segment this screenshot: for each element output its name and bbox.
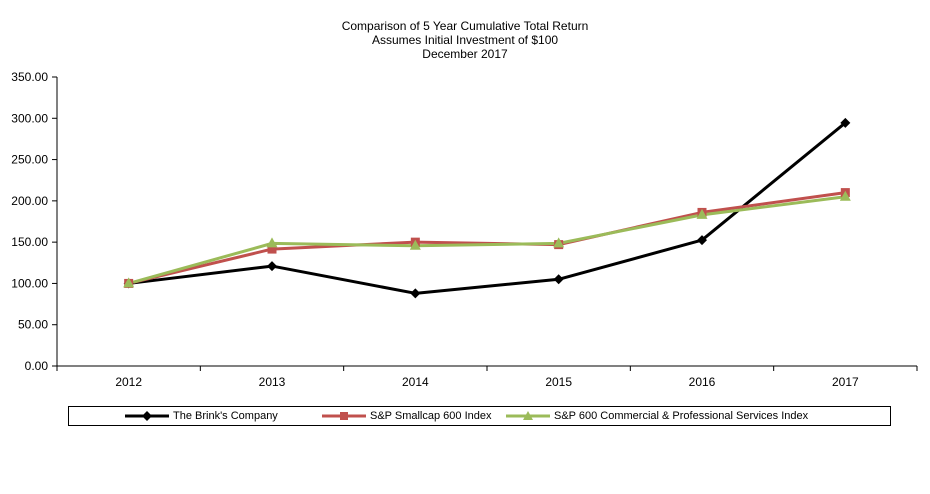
y-tick-label: 300.00	[11, 111, 48, 125]
legend-item-smallcap: S&P Smallcap 600 Index	[322, 410, 491, 422]
y-tick-label: 50.00	[18, 318, 48, 332]
x-tick-label: 2015	[545, 375, 572, 389]
legend-swatch-triangle	[506, 411, 550, 420]
data-point-diamond	[840, 117, 851, 128]
data-point-diamond	[697, 235, 707, 246]
data-point-triangle	[123, 277, 135, 288]
x-tick-label: 2017	[832, 375, 859, 389]
legend-label: The Brink's Company	[173, 410, 278, 422]
data-point-diamond	[553, 274, 564, 285]
y-tick-label: 200.00	[11, 194, 48, 208]
legend-item-brinks: The Brink's Company	[125, 410, 278, 422]
legend: The Brink's Company S&P Smallcap 600 Ind…	[68, 406, 891, 426]
legend-swatch-square	[322, 412, 366, 420]
x-tick-label: 2012	[115, 375, 142, 389]
y-tick-label: 150.00	[11, 235, 48, 249]
y-tick-label: 0.00	[25, 359, 49, 373]
legend-swatch-diamond	[125, 411, 169, 421]
series-line-2	[128, 195, 846, 285]
legend-label: S&P Smallcap 600 Index	[370, 410, 492, 422]
chart-title-line-3: December 2017	[422, 47, 508, 61]
data-point-triangle	[266, 237, 278, 248]
data-point-triangle	[696, 208, 708, 219]
data-point-triangle	[839, 190, 851, 201]
data-point-square	[267, 244, 277, 254]
data-point-triangle	[409, 239, 421, 250]
chart-title-line-1: Comparison of 5 Year Cumulative Total Re…	[341, 19, 589, 33]
data-point-diamond	[410, 288, 421, 299]
chart-title-line-2: Assumes Initial Investment of $100	[371, 33, 559, 47]
y-tick-label: 100.00	[11, 276, 48, 290]
y-tick-label: 350.00	[11, 70, 48, 84]
series-line-0	[128, 121, 847, 295]
line-chart: 0.00 50.00 100.00 150.00 200.00 250.00 300.00 3…	[11, 70, 918, 389]
data-point-triangle	[553, 237, 565, 248]
legend-item-commercial: S&P 600 Commercial & Professional Servic…	[506, 410, 808, 422]
y-tick-label: 250.00	[11, 153, 48, 167]
x-tick-label: 2016	[689, 375, 716, 389]
x-tick-label: 2013	[259, 375, 286, 389]
data-point-diamond	[267, 261, 277, 272]
legend-label: S&P 600 Commercial & Professional Servic…	[554, 410, 809, 422]
x-tick-label: 2014	[402, 375, 429, 389]
